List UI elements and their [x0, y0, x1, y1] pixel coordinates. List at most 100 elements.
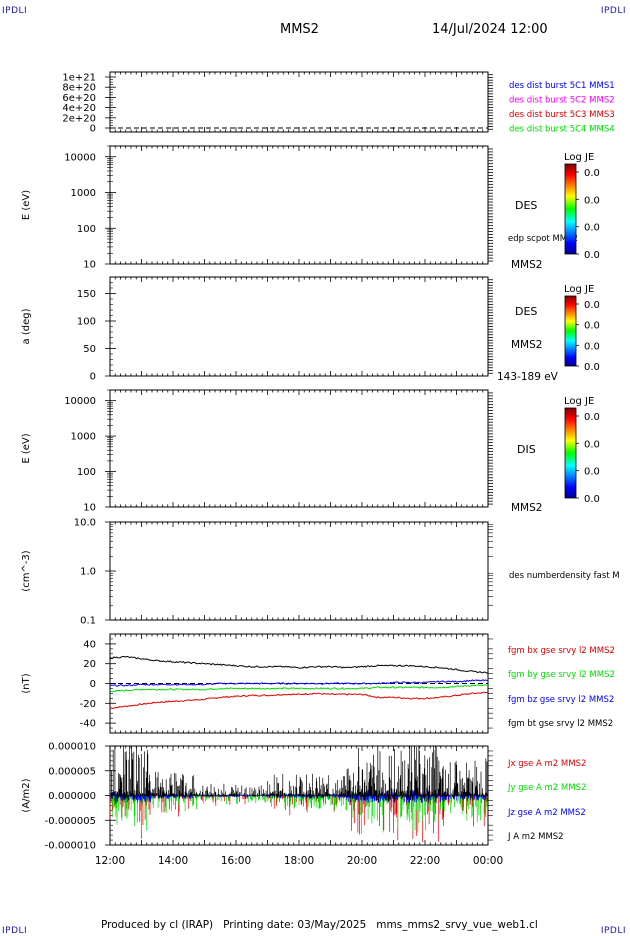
- y-axis-label: a (deg): [21, 308, 32, 344]
- y-tick-label: -0.000005: [45, 816, 96, 827]
- y-tick-label: 0: [90, 372, 96, 383]
- legend-entry: des dist burst 5C2 MMS2: [509, 96, 615, 106]
- fgm-series-line: [109, 679, 489, 687]
- legend-entry: Jx gse A m2 MMS2: [507, 759, 586, 769]
- x-tick-label: 14:00: [158, 855, 188, 867]
- y-tick-label: 100: [77, 467, 96, 478]
- fgm-series-line: [109, 684, 489, 693]
- x-tick-label: 16:00: [221, 855, 251, 867]
- fgm-series-line: [109, 691, 489, 710]
- y-tick-label: 0.000010: [48, 742, 96, 753]
- y-axis-label: E (eV): [21, 190, 32, 220]
- panel-frame: [109, 521, 489, 621]
- y-axis-label: (nT): [21, 673, 32, 693]
- y-tick-label: 8e+20: [62, 83, 96, 94]
- corner-label-top-left: IPDLI: [2, 6, 28, 16]
- colorbar-tick-label: 0.0: [584, 321, 600, 332]
- x-tick-label: 12:00: [95, 855, 125, 867]
- y-tick-label: 1e+21: [62, 73, 96, 84]
- colorbar: [564, 295, 577, 367]
- y-tick-label: 0.000000: [48, 791, 96, 802]
- y-tick-label: 10000: [64, 396, 96, 407]
- colorbar-tick-label: 0.0: [584, 300, 600, 311]
- colorbar-tick-label: 0.0: [584, 223, 600, 234]
- footer-text: Produced by cl (IRAP) Printing date: 03/…: [101, 919, 538, 931]
- y-tick-label: 10.0: [74, 518, 96, 529]
- side-label: edp scpot MMS2: [508, 234, 578, 244]
- y-tick-label: 50: [83, 344, 96, 355]
- fgm-series-line: [109, 655, 489, 674]
- legend-entry: fgm bt gse srvy l2 MMS2: [508, 719, 613, 729]
- corner-label-top-right: IPDLI: [600, 6, 626, 16]
- y-tick-label: 100: [77, 317, 96, 328]
- colorbar-tick-label: 0.0: [584, 362, 600, 373]
- panel-frame: [109, 276, 489, 377]
- colorbar-tick-label: 0.0: [584, 412, 600, 423]
- colorbar-title: Log JE: [564, 152, 594, 163]
- y-tick-label: 0.000005: [48, 766, 96, 777]
- corner-label-bottom-left: IPDLI: [2, 926, 28, 936]
- corner-label-bottom-right: IPDLI: [600, 926, 626, 936]
- legend-entry: Jz gse A m2 MMS2: [507, 808, 586, 818]
- legend-entry: fgm bz gse srvy l2 MMS2: [508, 695, 614, 705]
- legend-entry: J A m2 MMS2: [507, 832, 564, 842]
- y-tick-label: 10: [83, 260, 96, 271]
- y-tick-label: 4e+20: [62, 103, 96, 114]
- y-axis-label: E (eV): [21, 433, 32, 463]
- colorbar-tick-label: 0.0: [584, 467, 600, 478]
- y-tick-label: -20: [80, 699, 96, 710]
- bottom-label: MMS2: [511, 259, 542, 271]
- colorbar: [564, 163, 577, 255]
- x-tick-label: 20:00: [347, 855, 377, 867]
- y-tick-label: 150: [77, 289, 96, 300]
- colorbar-tick-label: 0.0: [584, 494, 600, 505]
- y-tick-label: 40: [83, 639, 96, 650]
- bottom-label: MMS2: [511, 502, 542, 514]
- y-tick-label: 0.1: [80, 616, 96, 627]
- x-tick-label: 00:00: [473, 855, 503, 867]
- legend-entry: des numberdensity fast M: [509, 571, 620, 581]
- y-axis-label: (cm^-3): [21, 550, 32, 591]
- legend-entry: Jy gse A m2 MMS2: [507, 783, 586, 793]
- legend-entry: des dist burst 5C4 MMS4: [509, 125, 615, 135]
- spectrogram-label: DES: [515, 305, 537, 318]
- spectrogram-label: DES: [515, 199, 537, 212]
- y-tick-label: -40: [80, 719, 96, 730]
- colorbar-tick-label: 0.0: [584, 195, 600, 206]
- spectrogram-label: DIS: [517, 443, 536, 456]
- y-tick-label: 100: [77, 224, 96, 235]
- y-tick-label: 1000: [71, 432, 96, 443]
- y-tick-label: 0: [90, 679, 96, 690]
- colorbar-title: Log JE: [564, 396, 594, 407]
- y-tick-label: 1000: [71, 188, 96, 199]
- colorbar-tick-label: 0.0: [584, 341, 600, 352]
- y-tick-label: 0: [90, 124, 96, 135]
- y-tick-label: -0.000010: [45, 841, 96, 852]
- legend-entry: fgm by gse srvy l2 MMS2: [508, 670, 615, 680]
- colorbar-tick-label: 0.0: [584, 250, 600, 261]
- x-tick-label: 22:00: [410, 855, 440, 867]
- bottom-label: 143-189 eV: [497, 371, 559, 383]
- legend-entry: des dist burst 5C1 MMS1: [509, 81, 615, 91]
- colorbar-tick-label: 0.0: [584, 168, 600, 179]
- spacecraft-title: MMS2: [280, 22, 319, 37]
- y-tick-label: 10: [83, 503, 96, 514]
- colorbar: [564, 407, 577, 499]
- y-axis-label: (A/m2): [21, 778, 32, 812]
- panel-frame: [109, 71, 489, 133]
- legend-entry: fgm bx gse srvy l2 MMS2: [508, 646, 615, 656]
- sub-label: MMS2: [511, 339, 542, 351]
- x-tick-label: 18:00: [284, 855, 314, 867]
- y-tick-label: 6e+20: [62, 93, 96, 104]
- y-tick-label: 2e+20: [62, 113, 96, 124]
- colorbar-title: Log JE: [564, 284, 594, 295]
- y-tick-label: 20: [83, 659, 96, 670]
- y-tick-label: 1.0: [80, 567, 96, 578]
- panel-frame: [109, 389, 489, 508]
- y-tick-label: 10000: [64, 152, 96, 163]
- legend-entry: des dist burst 5C3 MMS3: [509, 110, 615, 120]
- datetime-title: 14/Jul/2024 12:00: [432, 22, 548, 37]
- panel-frame: [109, 145, 489, 265]
- colorbar-tick-label: 0.0: [584, 439, 600, 450]
